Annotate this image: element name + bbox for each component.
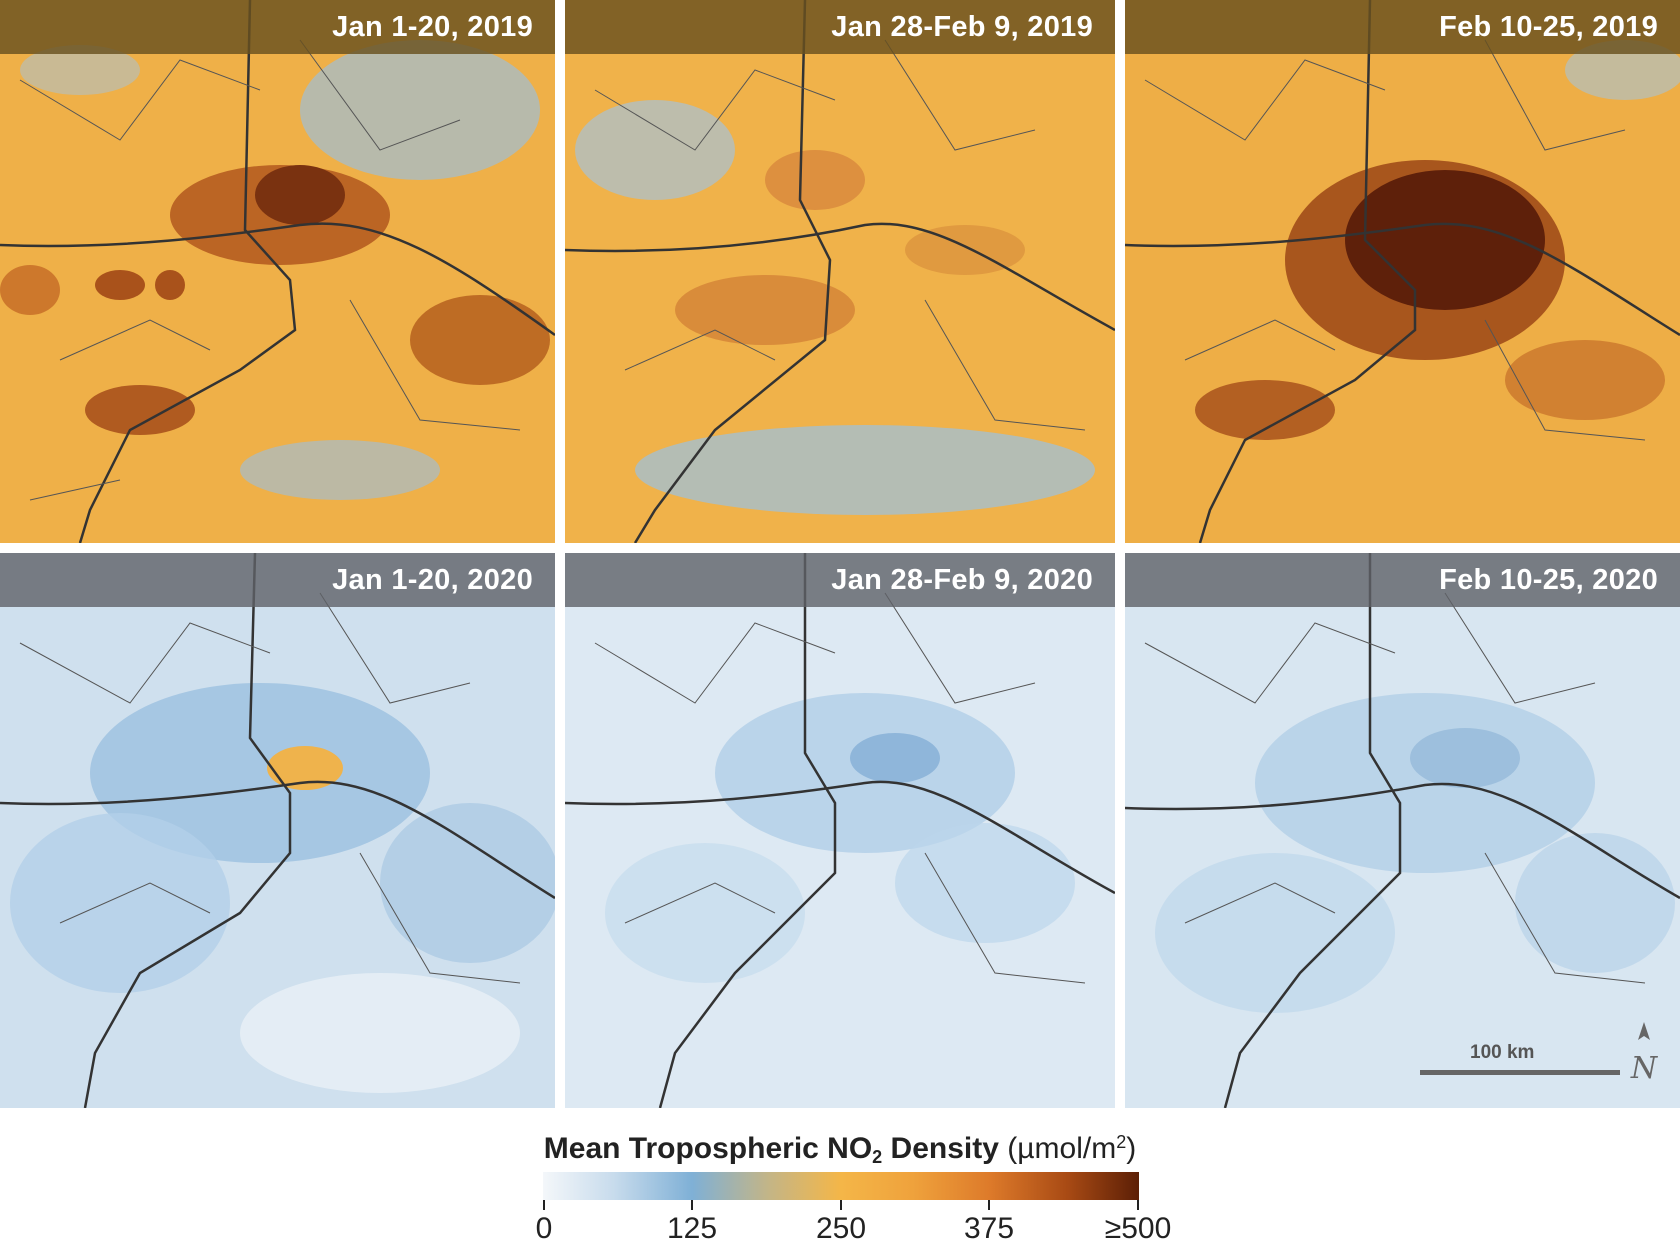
no2-map (1125, 553, 1680, 1108)
panel-title: Jan 28-Feb 9, 2020 (831, 564, 1093, 596)
legend-tick (1137, 1200, 1139, 1210)
map-panel: Feb 10-25, 2019 (1125, 0, 1680, 543)
legend-tick (691, 1200, 693, 1210)
panel-title-bar: Jan 28-Feb 9, 2020 (565, 553, 1115, 607)
panel-title-bar: Feb 10-25, 2020 (1125, 553, 1680, 607)
scale-bar-line (1420, 1070, 1620, 1075)
legend-tick-label: 250 (815, 1212, 867, 1245)
legend-tick (988, 1200, 990, 1210)
no2-map (565, 553, 1115, 1108)
legend-title-pre: Mean Tropospheric NO (543, 1132, 873, 1165)
panel-title-bar: Feb 10-25, 2019 (1125, 0, 1680, 54)
color-bar (543, 1172, 1139, 1200)
panel-title: Jan 1-20, 2019 (332, 11, 533, 43)
legend: Mean Tropospheric NO2 Density (µmol/m2) … (0, 1108, 1680, 1260)
legend-title-sub: 2 (872, 1147, 883, 1167)
map-panel: Jan 1-20, 2019 (0, 0, 555, 543)
legend-tick-label: 375 (963, 1212, 1015, 1245)
map-grid: Jan 1-20, 2019 Jan 28-Feb 9, 2019 (0, 0, 1680, 1108)
legend-tick-label: 0 (535, 1212, 553, 1245)
panel-title: Feb 10-25, 2020 (1439, 564, 1658, 596)
legend-tick (543, 1200, 545, 1210)
legend-title-post: Density (882, 1132, 999, 1165)
north-arrow-icon: N (1626, 1020, 1662, 1086)
legend-title: Mean Tropospheric NO2 Density (µmol/m2) (0, 1132, 1680, 1168)
panel-title-bar: Jan 1-20, 2019 (0, 0, 555, 54)
scale-bar: 100 km (1420, 1036, 1620, 1086)
panel-title: Jan 1-20, 2020 (332, 564, 533, 596)
map-panel: Jan 28-Feb 9, 2020 (565, 553, 1115, 1108)
map-panel: Jan 28-Feb 9, 2019 (565, 0, 1115, 543)
legend-tick-label: ≥500 (1104, 1212, 1172, 1245)
legend-tick (840, 1200, 842, 1210)
panel-title: Feb 10-25, 2019 (1439, 11, 1658, 43)
no2-map (565, 0, 1115, 543)
legend-unit-post: ) (1126, 1132, 1137, 1165)
panel-title-bar: Jan 28-Feb 9, 2019 (565, 0, 1115, 54)
legend-unit-sup: 2 (1116, 1132, 1127, 1152)
no2-map (0, 553, 555, 1108)
panel-title: Jan 28-Feb 9, 2019 (831, 11, 1093, 43)
scale-label: 100 km (1470, 1042, 1535, 1063)
panel-title-bar: Jan 1-20, 2020 (0, 553, 555, 607)
map-panel: Feb 10-25, 2020 100 km N (1125, 553, 1680, 1108)
legend-tick-label: 125 (666, 1212, 718, 1245)
no2-map (0, 0, 555, 543)
map-panel: Jan 1-20, 2020 (0, 553, 555, 1108)
no2-map (1125, 0, 1680, 543)
legend-unit-pre: (µmol/m (1007, 1132, 1117, 1165)
north-label: N (1630, 1051, 1659, 1086)
